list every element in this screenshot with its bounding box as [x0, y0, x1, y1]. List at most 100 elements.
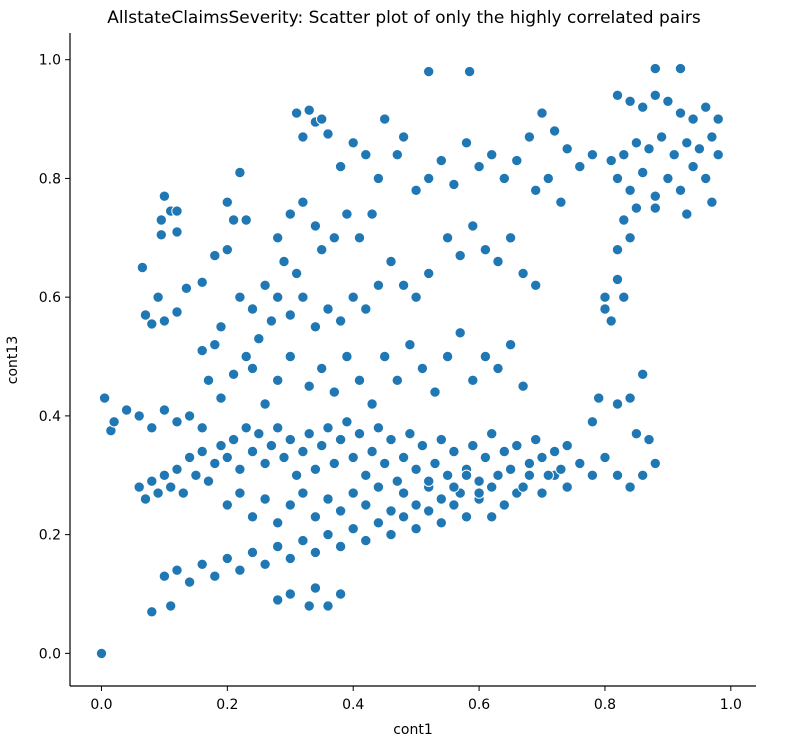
scatter-point	[681, 208, 693, 220]
scatter-point	[328, 457, 340, 470]
scatter-point	[303, 600, 315, 612]
scatter-point	[360, 149, 372, 161]
scatter-point	[410, 291, 422, 303]
scatter-point	[347, 451, 359, 464]
scatter-point	[586, 149, 599, 161]
scatter-point	[303, 428, 315, 440]
scatter-point	[272, 232, 284, 244]
scatter-point	[624, 95, 636, 108]
scatter-point	[687, 113, 699, 125]
scatter-point	[152, 487, 164, 499]
scatter-point	[303, 380, 315, 392]
scatter-point	[548, 125, 561, 137]
scatter-point	[234, 564, 246, 576]
scatter-point	[517, 380, 529, 392]
scatter-point	[637, 368, 649, 380]
scatter-point	[347, 487, 359, 499]
scatter-point	[517, 267, 529, 280]
scatter-point	[341, 208, 353, 220]
scatter-point	[467, 220, 479, 232]
scatter-point	[416, 362, 429, 375]
scatter-point	[693, 143, 706, 155]
scatter-point	[574, 160, 586, 173]
scatter-point	[309, 321, 322, 333]
scatter-point	[460, 511, 473, 523]
scatter-point	[183, 576, 196, 588]
scatter-point	[649, 457, 661, 470]
scatter-point	[429, 386, 441, 398]
scatter-point	[246, 445, 259, 458]
scatter-point	[649, 202, 661, 214]
scatter-point	[360, 499, 372, 511]
scatter-point	[599, 303, 611, 315]
y-ticks: 0.0 0.2 0.4 0.6 0.8 1.0	[39, 53, 70, 662]
scatter-point	[196, 344, 208, 357]
scatter-point	[479, 451, 492, 464]
scatter-point	[454, 327, 466, 339]
scatter-point	[316, 113, 328, 125]
scatter-point	[681, 137, 693, 149]
scatter-point	[246, 546, 259, 559]
scatter-point	[240, 350, 252, 363]
scatter-point	[253, 428, 265, 440]
scatter-point	[353, 428, 366, 440]
scatter-point	[397, 451, 410, 464]
scatter-point	[334, 315, 347, 327]
scatter-point	[165, 481, 177, 493]
scatter-point	[448, 481, 460, 493]
x-tick-label: 0.2	[216, 697, 238, 713]
scatter-point	[334, 540, 347, 553]
y-tick-label: 1.0	[39, 53, 61, 69]
scatter-point	[171, 205, 183, 217]
scatter-point	[221, 244, 234, 256]
scatter-point	[246, 362, 259, 375]
scatter-point	[334, 588, 347, 600]
scatter-point	[486, 149, 498, 161]
scatter-point	[221, 499, 234, 511]
scatter-point	[423, 267, 435, 280]
scatter-point	[234, 487, 246, 499]
x-axis-label: cont1	[393, 722, 433, 738]
scatter-point	[385, 433, 397, 446]
scatter-point	[322, 128, 334, 140]
scatter-point	[463, 65, 476, 78]
scatter-point	[334, 505, 347, 517]
scatter-point	[284, 552, 296, 565]
scatter-point	[309, 582, 322, 594]
scatter-point	[473, 475, 485, 487]
scatter-point	[624, 232, 636, 244]
y-tick-label: 0.2	[39, 528, 61, 544]
scatter-point	[668, 149, 680, 161]
scatter-point	[605, 154, 617, 167]
scatter-point	[473, 160, 485, 173]
scatter-point	[146, 475, 158, 487]
scatter-point	[397, 487, 410, 499]
scatter-point	[536, 451, 548, 464]
scatter-point	[410, 499, 422, 511]
scatter-point	[467, 374, 479, 386]
scatter-point	[183, 451, 196, 464]
scatter-point	[391, 149, 403, 161]
scatter-point	[146, 606, 158, 618]
scatter-point	[448, 178, 460, 191]
scatter-point	[322, 493, 334, 505]
scatter-point	[630, 428, 643, 440]
scatter-point	[272, 291, 284, 303]
scatter-point	[265, 439, 278, 452]
scatter-point	[511, 439, 523, 452]
scatter-point	[404, 339, 416, 351]
scatter-point	[618, 149, 630, 161]
scatter-point	[674, 107, 687, 119]
points-layer	[95, 62, 724, 660]
scatter-point	[498, 445, 510, 458]
scatter-point	[297, 196, 309, 208]
scatter-point	[284, 350, 296, 363]
scatter-point	[227, 214, 240, 226]
x-tick-label: 0.4	[342, 697, 364, 713]
scatter-point	[196, 276, 208, 288]
scatter-point	[561, 481, 573, 493]
scatter-point	[120, 404, 133, 416]
scatter-point	[435, 493, 447, 505]
scatter-point	[322, 422, 334, 434]
